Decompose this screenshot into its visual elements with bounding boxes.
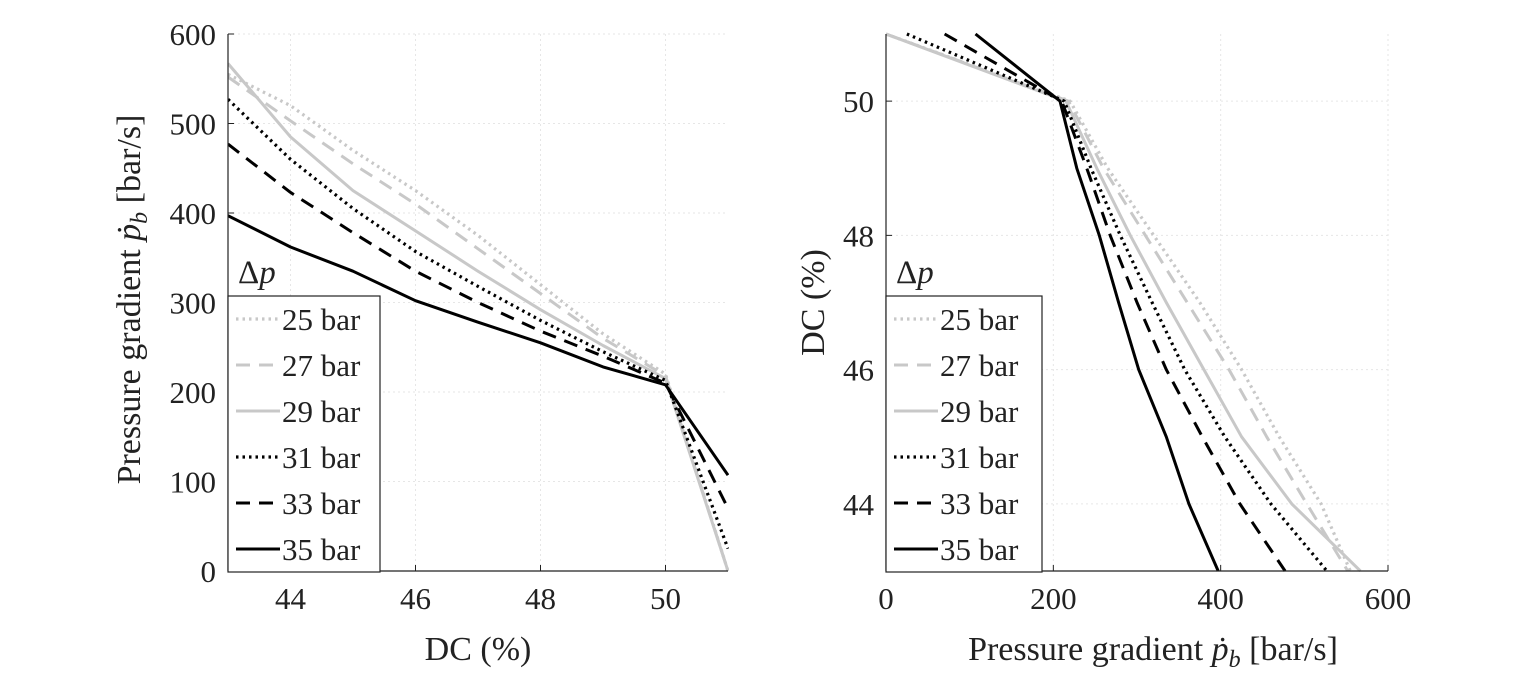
legend-box <box>227 295 381 573</box>
legend-title-var: p <box>915 255 934 291</box>
series-line-35-bar <box>228 214 729 477</box>
legend-box <box>885 295 1043 573</box>
x-axis-label-var: ṗ <box>1210 631 1229 668</box>
y-axis-label-sub: b <box>127 212 153 224</box>
y-tick-label: 48 <box>843 218 874 253</box>
legend-label-33-bar: 33 bar <box>940 486 1019 521</box>
series-group <box>886 32 1362 572</box>
series-line-27-bar <box>886 32 1350 572</box>
series-line-27-bar <box>228 75 729 572</box>
legend-title-delta: Δ <box>238 255 259 291</box>
legend-label-27-bar: 27 bar <box>940 348 1019 383</box>
x-tick-label: 44 <box>275 581 307 616</box>
y-tick-label: 400 <box>170 196 217 231</box>
x-tick-label: 0 <box>878 581 894 616</box>
x-tick-label: 46 <box>400 581 431 616</box>
series-line-35-bar <box>974 32 1220 572</box>
legend-label-25-bar: 25 bar <box>940 302 1019 337</box>
x-tick-label: 400 <box>1197 581 1244 616</box>
y-tick-label: 300 <box>170 286 217 321</box>
series-line-31-bar <box>228 98 729 550</box>
chart-2: 0 200 400 600 44 46 48 50 Pressure gradient ṗb [… <box>795 32 1412 673</box>
series-line-31-bar <box>906 32 1329 572</box>
series-group <box>228 62 729 572</box>
legend-label-35-bar: 35 bar <box>282 532 361 567</box>
x-tick-label: 48 <box>525 581 556 616</box>
x-tick-label: 200 <box>1030 581 1077 616</box>
x-tick-label: 600 <box>1365 581 1412 616</box>
x-axis-label: DC (%) <box>425 631 532 668</box>
y-axis-label: Pressure gradient ṗb [bar/s] <box>111 115 153 485</box>
y-tick-label: 500 <box>170 107 217 142</box>
legend-label-33-bar: 33 bar <box>282 486 361 521</box>
legend-label-25-bar: 25 bar <box>282 302 361 337</box>
legend-title-delta: Δ <box>896 255 917 291</box>
y-tick-label: 44 <box>843 487 875 522</box>
series-line-29-bar <box>228 62 729 572</box>
series-line-25-bar <box>886 32 1352 572</box>
y-axis-label-unit: [bar/s] <box>111 115 148 212</box>
legend-label-29-bar: 29 bar <box>940 394 1019 429</box>
y-axis-label-var: ṗ <box>111 224 148 243</box>
series-line-33-bar <box>943 32 1287 572</box>
legend-label-35-bar: 35 bar <box>940 532 1019 567</box>
y-tick-label: 600 <box>170 17 217 52</box>
legend-label-31-bar: 31 bar <box>282 440 361 475</box>
x-tick-label: 50 <box>650 581 681 616</box>
y-tick-label: 100 <box>170 465 217 500</box>
x-axis-label-sub: b <box>1229 647 1241 673</box>
x-axis-label-unit: [bar/s] <box>1241 631 1338 668</box>
series-line-29-bar <box>886 32 1362 572</box>
x-axis-label-text: Pressure gradient <box>968 631 1212 668</box>
y-tick-label: 46 <box>843 353 874 388</box>
legend-title-var: p <box>257 255 276 291</box>
series-line-33-bar <box>228 142 729 510</box>
legend-title: Δp <box>238 255 276 291</box>
x-axis-label: Pressure gradient ṗb [bar/s] <box>968 631 1338 673</box>
legend-label-27-bar: 27 bar <box>282 348 361 383</box>
y-axis-label-text: Pressure gradient <box>111 241 148 485</box>
y-tick-label: 50 <box>843 84 874 119</box>
y-tick-label: 0 <box>201 554 217 589</box>
legend-label-29-bar: 29 bar <box>282 394 361 429</box>
legend-title: Δp <box>896 255 934 291</box>
legend-label-31-bar: 31 bar <box>940 440 1019 475</box>
y-tick-label: 200 <box>170 375 217 410</box>
y-axis-label: DC (%) <box>795 249 832 356</box>
